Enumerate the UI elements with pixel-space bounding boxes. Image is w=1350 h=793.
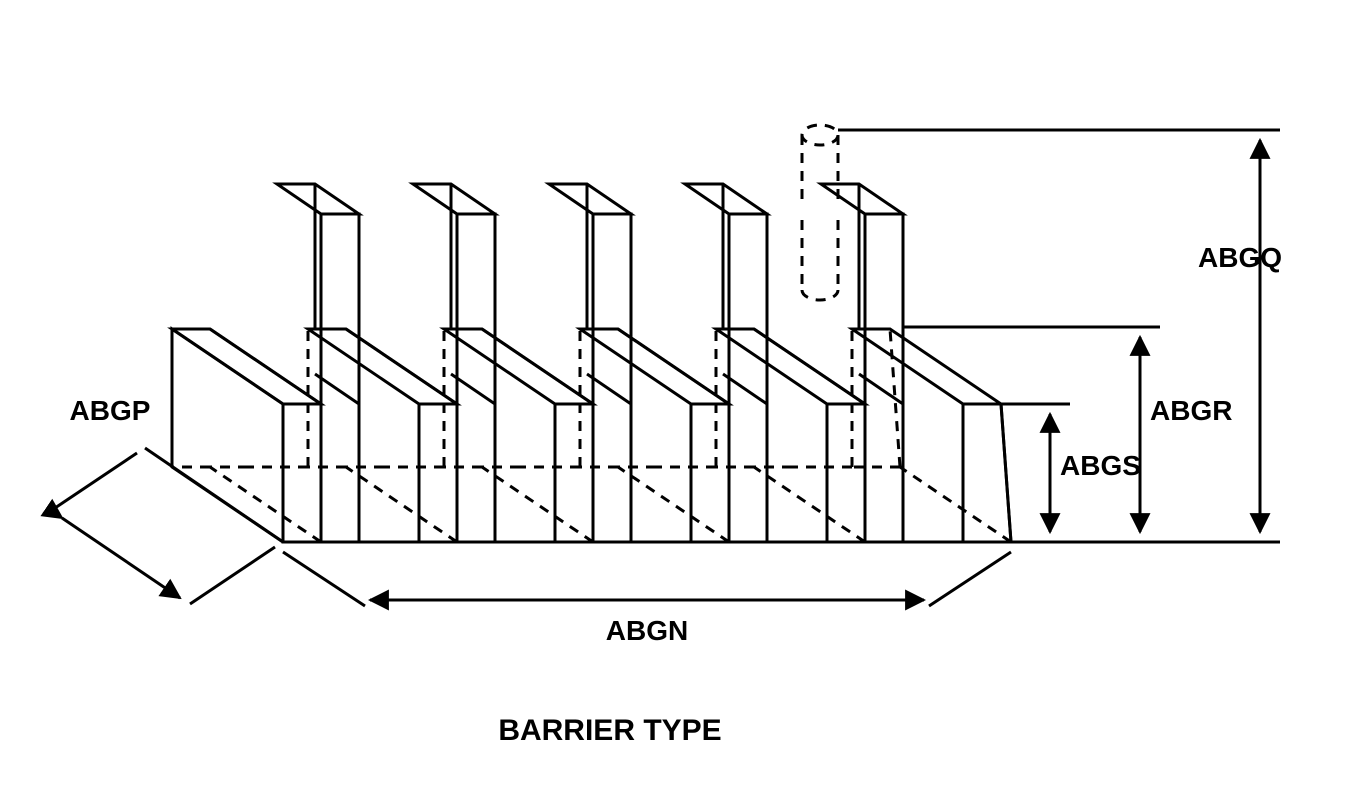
barrier-diagram: ABGN ABGP ABGQ ABGR ABGS BARRIER TYPE bbox=[0, 0, 1350, 793]
diagram-title: BARRIER TYPE bbox=[498, 714, 721, 747]
label-abgr: ABGR bbox=[1150, 395, 1232, 426]
label-abgn: ABGN bbox=[606, 615, 688, 646]
label-abgs: ABGS bbox=[1060, 450, 1141, 481]
barrier-block bbox=[145, 125, 1011, 542]
label-abgq: ABGQ bbox=[1198, 242, 1282, 273]
dimension-lines bbox=[52, 130, 1280, 606]
label-abgp: ABGP bbox=[70, 395, 151, 426]
